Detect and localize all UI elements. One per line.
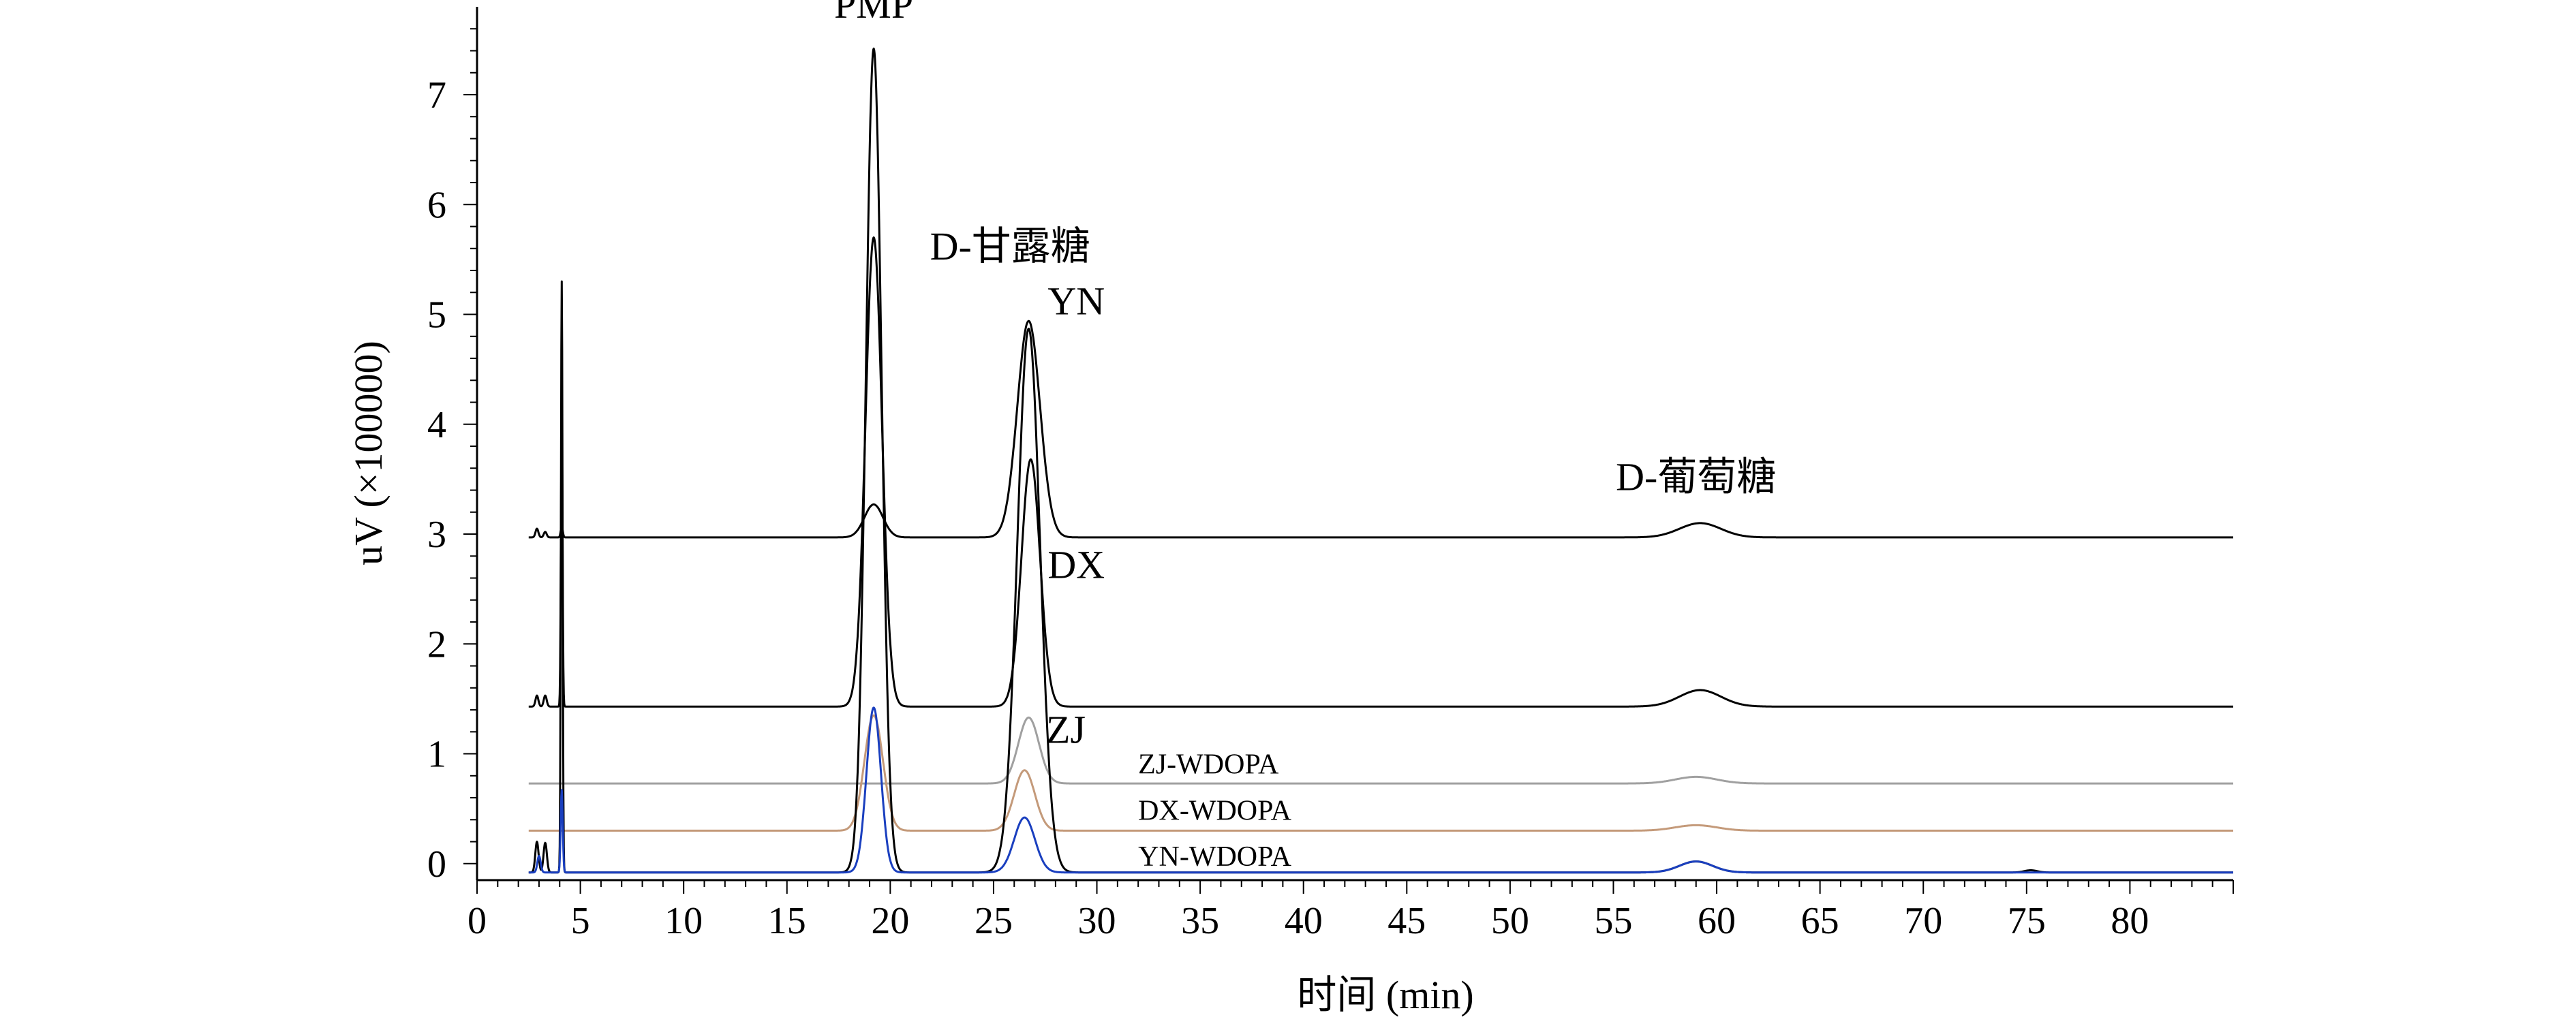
- x-tick-label: 15: [768, 900, 806, 942]
- x-tick-label: 0: [467, 900, 487, 942]
- y-tick-label: 7: [427, 74, 446, 116]
- series-line-5: [527, 47, 2234, 874]
- x-tick-label: 40: [1285, 900, 1323, 942]
- annotation-label: YN: [1047, 279, 1105, 324]
- x-axis-label: 时间 (min): [1297, 973, 1473, 1017]
- x-tick-label: 60: [1698, 900, 1736, 942]
- x-tick-label: 10: [664, 900, 703, 942]
- x-tick-label: 25: [975, 900, 1013, 942]
- y-tick-label: 3: [427, 514, 446, 556]
- annotation-label: DX: [1047, 543, 1105, 587]
- annotation-label: D-甘露糖: [930, 224, 1090, 268]
- y-tick-label: 6: [427, 184, 446, 226]
- y-axis-label: uV (×100000): [346, 341, 390, 565]
- series-line-2: [527, 236, 2234, 708]
- annotation-label: YN-WDOPA: [1138, 841, 1291, 873]
- y-tick-label: 5: [427, 294, 446, 337]
- x-tick-label: 50: [1491, 900, 1529, 942]
- annotation-label: D-葡萄糖: [1616, 455, 1776, 499]
- y-tick-label: 4: [427, 404, 446, 446]
- annotation-layer: PMP D-甘露糖 YN D-葡萄糖 DX ZJ ZJ-WDOPA DX-WDOPA YN-WD…: [834, 0, 1776, 873]
- series-line-6: [527, 706, 2234, 874]
- series-line-1: [527, 319, 2234, 539]
- x-tick-label: 45: [1387, 900, 1426, 942]
- y-tick-label: 0: [427, 843, 446, 886]
- x-tick-label: 55: [1594, 900, 1632, 942]
- series-line-4: [527, 714, 2234, 832]
- annotation-label: DX-WDOPA: [1138, 795, 1291, 826]
- x-tick-label: 70: [1904, 900, 1942, 942]
- y-tick-label: 1: [427, 734, 446, 776]
- y-tick-label: 2: [427, 623, 446, 666]
- annotation-label: ZJ-WDOPA: [1138, 749, 1279, 781]
- x-tick-label: 65: [1801, 900, 1839, 942]
- annotation-label: ZJ: [1046, 707, 1086, 751]
- x-tick-label: 35: [1181, 900, 1219, 942]
- series-layer: [527, 47, 2234, 874]
- x-tick-label: 30: [1078, 900, 1116, 942]
- x-tick-label: 75: [2008, 900, 2046, 942]
- x-tick-label: 20: [871, 900, 909, 942]
- annotation-label: PMP: [834, 0, 913, 27]
- x-tick-label: 80: [2111, 900, 2149, 942]
- series-line-3: [527, 716, 2234, 785]
- x-tick-label: 5: [571, 900, 590, 942]
